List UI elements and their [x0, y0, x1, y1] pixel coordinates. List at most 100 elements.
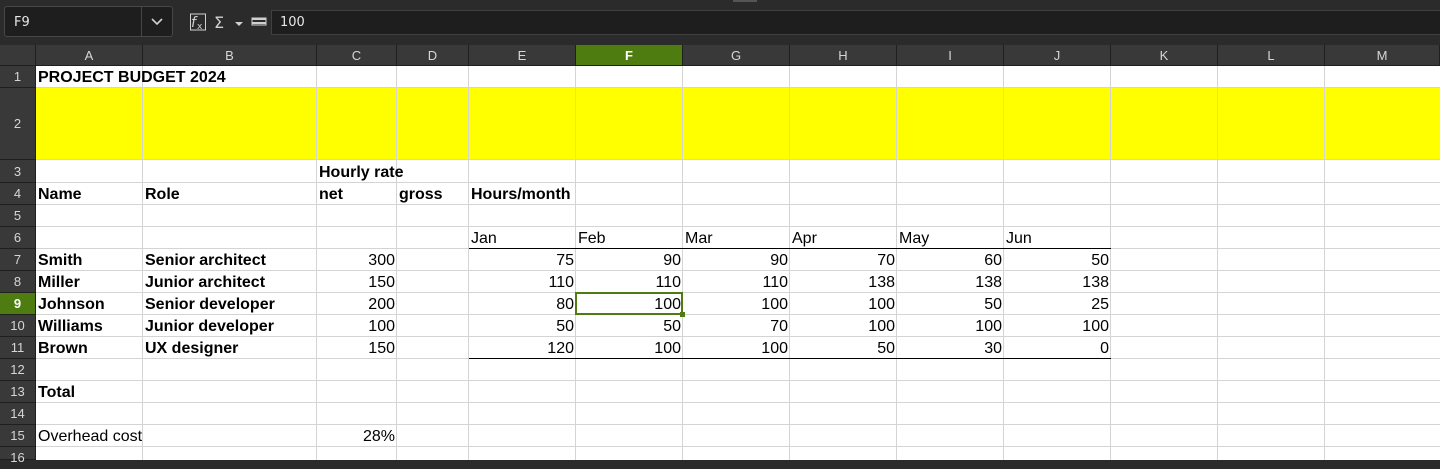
name-box[interactable]: F9: [4, 6, 173, 37]
select-all-corner[interactable]: [0, 45, 36, 66]
cell-hours-johnson-apr[interactable]: 100: [868, 296, 895, 313]
cell-rate-williams[interactable]: 100: [368, 318, 395, 335]
cell-hours-williams-may[interactable]: 100: [975, 318, 1002, 335]
row-header-8[interactable]: 8: [0, 271, 36, 293]
cell-d4-gross-header[interactable]: gross: [399, 186, 443, 203]
column-header-f[interactable]: F: [576, 45, 683, 66]
active-cell-cursor[interactable]: [575, 292, 683, 315]
cell-hours-miller-jan[interactable]: 110: [548, 274, 574, 291]
column-header-m[interactable]: M: [1325, 45, 1440, 66]
column-header-b[interactable]: B: [143, 45, 317, 66]
cell-hours-smith-jan[interactable]: 75: [556, 252, 574, 269]
cell-hours-johnson-may[interactable]: 50: [984, 296, 1002, 313]
cell-hours-brown-feb[interactable]: 100: [654, 340, 681, 357]
cell-hours-miller-may[interactable]: 138: [975, 274, 1002, 291]
cell-hours-smith-may[interactable]: 60: [984, 252, 1002, 269]
cell-hours-brown-mar[interactable]: 100: [761, 340, 788, 357]
cell-name-brown[interactable]: Brown: [38, 340, 88, 357]
cell-hours-williams-feb[interactable]: 50: [663, 318, 681, 335]
formula-equals-icon[interactable]: [251, 12, 267, 32]
cell-month-may[interactable]: May: [899, 230, 930, 247]
row-header-16[interactable]: 16: [0, 447, 36, 465]
cell-hours-johnson-jan[interactable]: 80: [556, 296, 574, 313]
column-header-h[interactable]: H: [790, 45, 897, 66]
row-header-5[interactable]: 5: [0, 205, 36, 227]
cell-hours-brown-jan[interactable]: 120: [547, 340, 574, 357]
column-header-g[interactable]: G: [683, 45, 790, 66]
cell-c3-hourly-rate[interactable]: Hourly rate: [319, 164, 404, 181]
cell-c15-overhead-value[interactable]: 28%: [362, 428, 395, 445]
column-header-j[interactable]: J: [1004, 45, 1111, 66]
cell-name-smith[interactable]: Smith: [38, 252, 83, 269]
cell-c4-net-header[interactable]: net: [319, 186, 343, 203]
sigma-icon[interactable]: Σ: [213, 12, 229, 32]
cell-rate-miller[interactable]: 150: [368, 274, 395, 291]
name-box-value[interactable]: F9: [14, 15, 30, 30]
spreadsheet-grid[interactable]: PROJECT BUDGET 2024 Hourly rate Name Role ne…: [36, 66, 1440, 460]
cell-hours-brown-apr[interactable]: 50: [877, 340, 895, 357]
cell-name-johnson[interactable]: Johnson: [38, 296, 105, 313]
cell-hours-smith-mar[interactable]: 90: [770, 252, 788, 269]
row-header-15[interactable]: 15: [0, 425, 36, 447]
function-wizard-icon[interactable]: f x: [190, 12, 208, 32]
cell-month-jun[interactable]: Jun: [1006, 230, 1032, 247]
row-header-14[interactable]: 14: [0, 403, 36, 425]
cell-hours-smith-feb[interactable]: 90: [663, 252, 681, 269]
cell-hours-miller-jun[interactable]: 138: [1082, 274, 1109, 291]
cell-hours-williams-jun[interactable]: 100: [1082, 318, 1109, 335]
cell-month-mar[interactable]: Mar: [685, 230, 713, 247]
cell-hours-miller-feb[interactable]: 110: [655, 274, 681, 291]
cell-hours-brown-jun[interactable]: 0: [1100, 340, 1109, 357]
column-header-e[interactable]: E: [469, 45, 576, 66]
formula-value[interactable]: 100: [280, 15, 305, 30]
chevron-down-icon[interactable]: [151, 17, 163, 26]
formula-input[interactable]: 100: [271, 10, 1440, 35]
cell-a15-overhead-label[interactable]: Overhead cost: [38, 428, 143, 445]
cell-a4-name-header[interactable]: Name: [38, 186, 82, 203]
cell-hours-williams-apr[interactable]: 100: [868, 318, 895, 335]
row-header-12[interactable]: 12: [0, 359, 36, 381]
cell-role-brown[interactable]: UX designer: [145, 340, 239, 357]
row-header-11[interactable]: 11: [0, 337, 36, 359]
cell-hours-johnson-mar[interactable]: 100: [761, 296, 788, 313]
cell-rate-smith[interactable]: 300: [368, 252, 395, 269]
cell-hours-smith-jun[interactable]: 50: [1091, 252, 1109, 269]
row-header-6[interactable]: 6: [0, 227, 36, 249]
cell-hours-smith-apr[interactable]: 70: [877, 252, 895, 269]
cell-hours-miller-mar[interactable]: 110: [762, 274, 788, 291]
cell-e4-hours-header[interactable]: Hours/month: [471, 186, 571, 203]
cell-role-miller[interactable]: Junior architect: [145, 274, 266, 291]
cell-hours-miller-apr[interactable]: 138: [868, 274, 895, 291]
cell-role-williams[interactable]: Junior developer: [145, 318, 274, 335]
row-header-9[interactable]: 9: [0, 293, 36, 315]
cell-a13-total[interactable]: Total: [38, 384, 76, 401]
cell-name-miller[interactable]: Miller: [38, 274, 80, 291]
sigma-dropdown-icon[interactable]: [234, 12, 244, 32]
cell-rate-johnson[interactable]: 200: [368, 296, 395, 313]
cell-role-johnson[interactable]: Senior developer: [145, 296, 275, 313]
row-header-1[interactable]: 1: [0, 66, 36, 88]
row-header-4[interactable]: 4: [0, 183, 36, 205]
cell-hours-williams-mar[interactable]: 70: [770, 318, 788, 335]
cell-month-apr[interactable]: Apr: [792, 230, 817, 247]
column-header-l[interactable]: L: [1218, 45, 1325, 66]
cell-month-feb[interactable]: Feb: [578, 230, 606, 247]
cell-b4-role-header[interactable]: Role: [145, 186, 180, 203]
cell-hours-brown-may[interactable]: 30: [984, 340, 1002, 357]
cell-a1-title[interactable]: PROJECT BUDGET 2024: [38, 69, 226, 86]
column-header-d[interactable]: D: [397, 45, 469, 66]
cell-hours-johnson-feb[interactable]: 100: [654, 296, 681, 313]
fill-handle[interactable]: [680, 312, 685, 317]
column-header-c[interactable]: C: [317, 45, 397, 66]
row-header-3[interactable]: 3: [0, 160, 36, 183]
cell-month-jan[interactable]: Jan: [471, 230, 497, 247]
cell-hours-johnson-jun[interactable]: 25: [1091, 296, 1109, 313]
cell-name-williams[interactable]: Williams: [38, 318, 103, 335]
cell-role-smith[interactable]: Senior architect: [145, 252, 266, 269]
cell-hours-williams-jan[interactable]: 50: [556, 318, 574, 335]
row-header-2[interactable]: 2: [0, 88, 36, 160]
row-header-13[interactable]: 13: [0, 381, 36, 403]
row-header-7[interactable]: 7: [0, 249, 36, 271]
name-box-dropdown[interactable]: [141, 7, 172, 36]
column-header-a[interactable]: A: [36, 45, 143, 66]
